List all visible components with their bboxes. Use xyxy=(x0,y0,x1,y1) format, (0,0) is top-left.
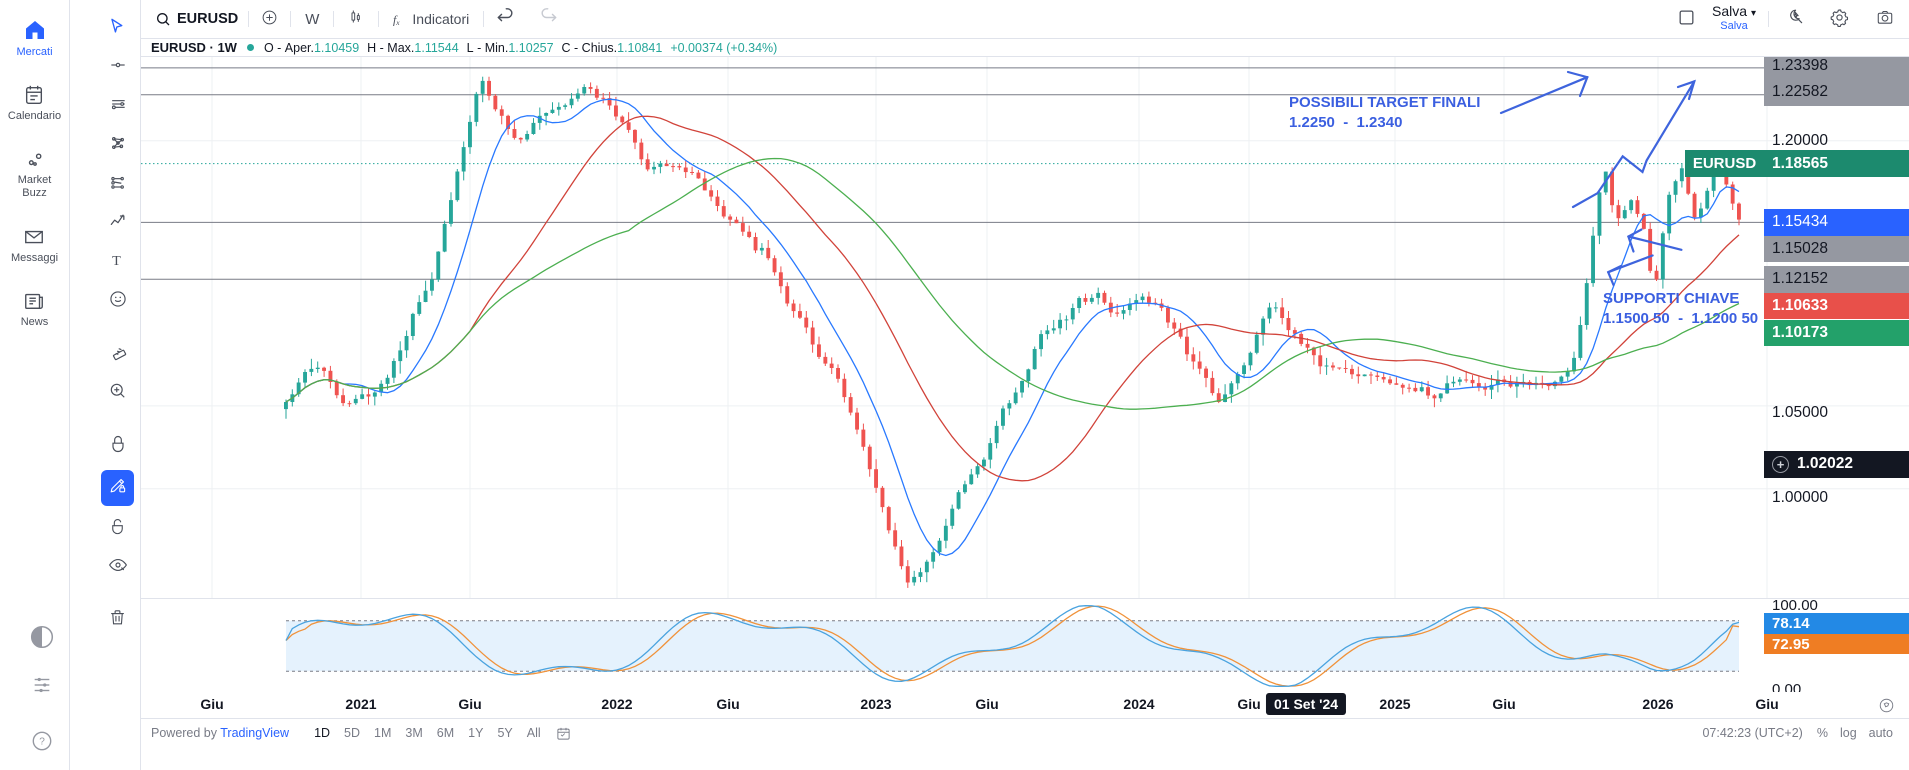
svg-text:?: ? xyxy=(39,737,45,748)
svg-text:T: T xyxy=(112,253,121,269)
svg-text:fx: fx xyxy=(393,12,400,27)
